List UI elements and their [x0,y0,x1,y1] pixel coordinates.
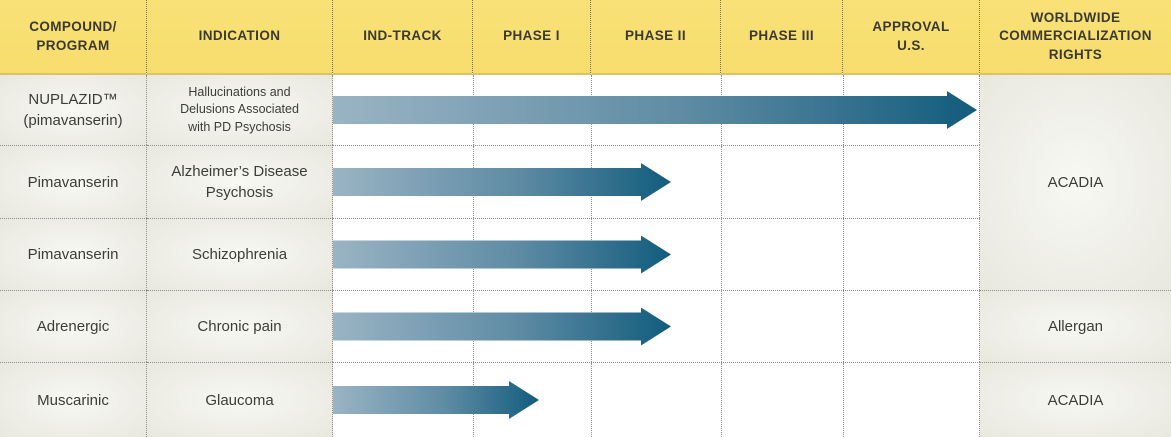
indication-cell: Chronic pain [147,290,333,362]
phase-gridline [843,219,844,290]
phase-gridline [843,291,844,362]
compound-cell: Pimavanserin [0,218,147,290]
compound-cell: Adrenergic [0,290,147,362]
phase-gridline [721,363,722,437]
progress-arrow [333,308,671,346]
rights-cell: ACADIA [980,75,1171,290]
indication-cell: Schizophrenia [147,218,333,290]
phase-track [333,75,980,145]
phase-gridline [843,146,844,218]
column-header-ind-track: IND-TRACK [333,0,473,75]
phase-gridline [721,146,722,218]
compound-cell: NUPLAZID™ (pimavanserin) [0,75,147,145]
phase-gridline [721,219,722,290]
column-header-indication: INDICATION [147,0,333,75]
phase-track [333,145,980,218]
indication-cell: Glaucoma [147,362,333,437]
phase-track [333,362,980,437]
phase-gridline [721,291,722,362]
column-header-worldwide-rights: WORLDWIDE COMMERCIALIZATION RIGHTS [980,0,1171,75]
compound-cell: Pimavanserin [0,145,147,218]
progress-arrow [333,381,539,419]
indication-cell: Hallucinations and Delusions Associated … [147,75,333,145]
column-header-phase-3: PHASE III [721,0,843,75]
progress-arrow [333,91,977,129]
phase-track [333,218,980,290]
progress-arrow [333,236,671,274]
column-header-approval-us: APPROVAL U.S. [843,0,980,75]
progress-arrow [333,163,671,201]
phase-gridline [591,363,592,437]
column-header-phase-2: PHASE II [591,0,721,75]
indication-cell: Alzheimer’s Disease Psychosis [147,145,333,218]
compound-cell: Muscarinic [0,362,147,437]
phase-track [333,290,980,362]
phase-gridline [843,363,844,437]
rights-cell: ACADIA [980,362,1171,437]
rights-cell: Allergan [980,290,1171,362]
column-header-phase-1: PHASE I [473,0,591,75]
column-header-compound-program: COMPOUND/ PROGRAM [0,0,147,75]
